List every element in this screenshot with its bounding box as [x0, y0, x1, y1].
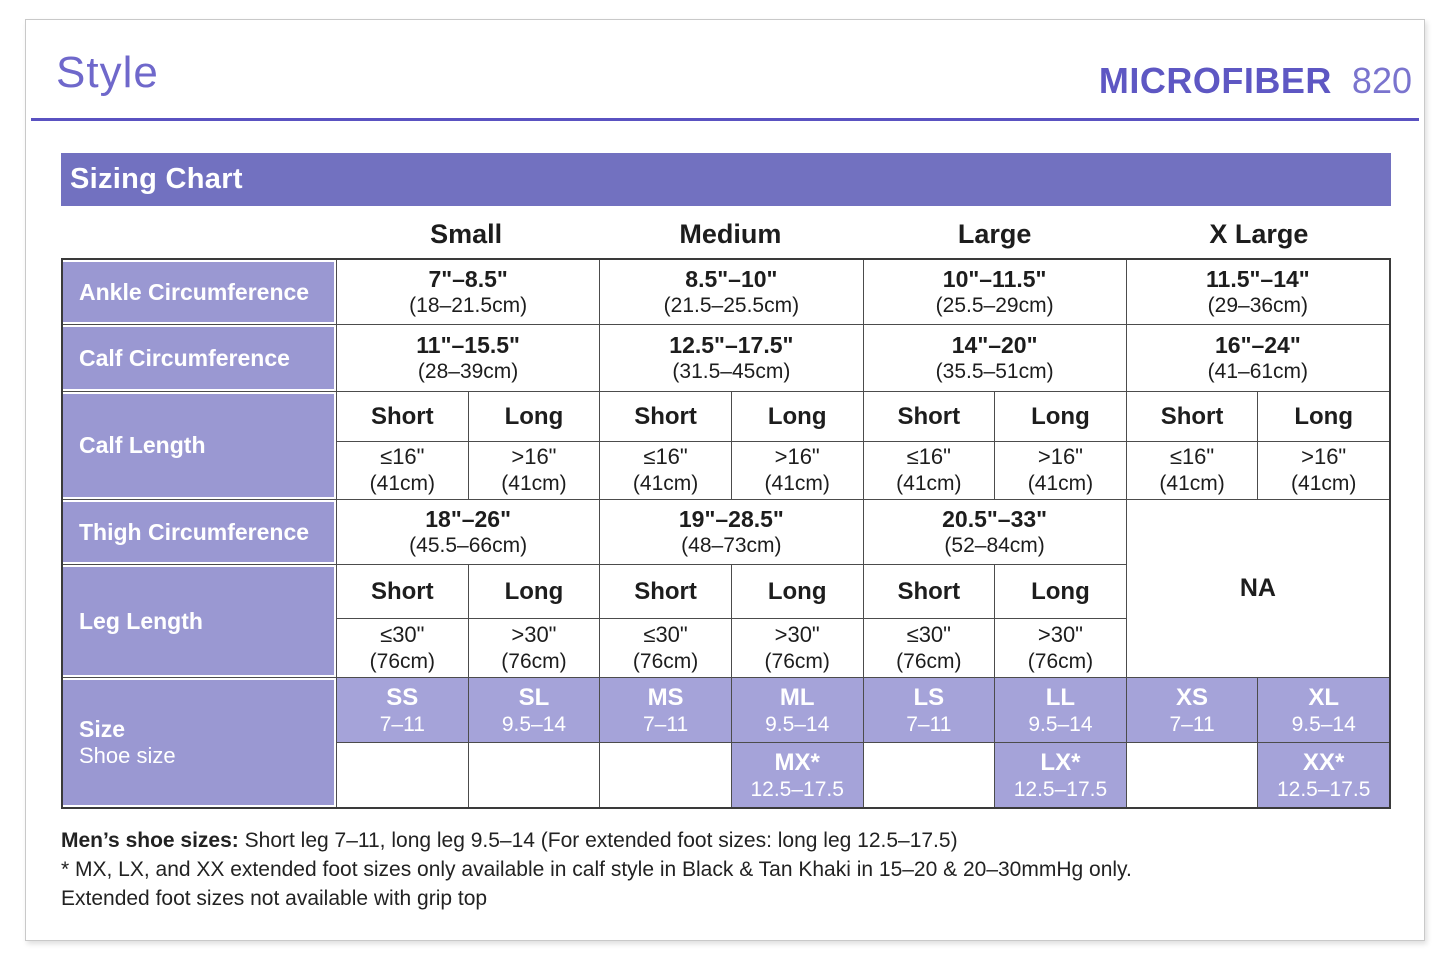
leg-length-value: ≤30" (76cm) — [336, 618, 468, 677]
calf-length-value: >16" (41cm) — [1257, 441, 1389, 499]
size-row2-empty — [467, 742, 600, 807]
leg-length-subheader: Long — [467, 564, 600, 618]
brand-header: MICROFIBER 820 — [1099, 60, 1412, 102]
brand-model-number: 820 — [1351, 60, 1412, 101]
ankle-xlarge-cell: 11.5"–14" (29–36cm) — [1125, 260, 1389, 324]
size-row2-empty — [1125, 742, 1258, 807]
leg-length-subheader: Short — [336, 564, 468, 618]
leg-length-value: ≤30" (76cm) — [599, 618, 731, 677]
size-cell-ss: SS 7–11 — [336, 677, 468, 742]
calf-circ-xlarge-cell: 16"–24" (41–61cm) — [1125, 324, 1389, 391]
column-header-large: Large — [957, 218, 1032, 249]
thigh-small-cell: 18"–26" (45.5–66cm) — [336, 499, 600, 564]
calf-circ-small-cell: 11"–15.5" (28–39cm) — [336, 324, 600, 391]
footnote-line-3: Extended foot sizes not available with g… — [61, 887, 488, 910]
size-row2-empty — [862, 742, 995, 807]
size-column-headers: Small Medium Large X Large — [61, 210, 1391, 258]
leg-length-value: >30" (76cm) — [994, 618, 1126, 677]
leg-length-value: >30" (76cm) — [467, 618, 600, 677]
calf-length-value: >16" (41cm) — [467, 441, 600, 499]
row-label-calf-length: Calf Length — [63, 391, 336, 499]
calf-length-subheader: Short — [862, 391, 995, 441]
footnote-lead: Men’s shoe sizes: — [61, 829, 239, 852]
column-header-xlarge: X Large — [1209, 218, 1309, 249]
size-cell-lx: LX* 12.5–17.5 — [994, 742, 1126, 807]
calf-length-subheader: Short — [336, 391, 468, 441]
calf-length-subheader: Short — [599, 391, 731, 441]
leg-length-value: ≤30" (76cm) — [862, 618, 995, 677]
size-row2-empty — [599, 742, 731, 807]
size-cell-xs: XS 7–11 — [1125, 677, 1258, 742]
row-label-calf-circumference: Calf Circumference — [63, 324, 336, 391]
calf-length-subheader: Short — [1125, 391, 1258, 441]
header-divider — [31, 118, 1419, 121]
calf-circ-medium-cell: 12.5"–17.5" (31.5–45cm) — [599, 324, 863, 391]
size-cell-sl: SL 9.5–14 — [467, 677, 600, 742]
leg-length-value: >30" (76cm) — [730, 618, 863, 677]
size-cell-ml: ML 9.5–14 — [730, 677, 863, 742]
calf-length-value: >16" (41cm) — [730, 441, 863, 499]
calf-circ-large-cell: 14"–20" (35.5–51cm) — [862, 324, 1126, 391]
calf-length-subheader: Long — [1257, 391, 1389, 441]
leg-length-subheader: Long — [730, 564, 863, 618]
sizing-table: Ankle Circumference 7"–8.5" (18–21.5cm) … — [61, 258, 1391, 809]
xlarge-na-cell: NA — [1125, 499, 1389, 677]
leg-length-subheader: Short — [862, 564, 995, 618]
calf-length-value: ≤16" (41cm) — [1125, 441, 1258, 499]
thigh-medium-cell: 19"–28.5" (48–73cm) — [599, 499, 863, 564]
page-title: Style — [56, 48, 159, 97]
size-cell-xx: XX* 12.5–17.5 — [1257, 742, 1389, 807]
calf-length-subheader: Long — [994, 391, 1126, 441]
row-label-size: Size Shoe size — [63, 677, 336, 807]
calf-length-value: >16" (41cm) — [994, 441, 1126, 499]
ankle-small-cell: 7"–8.5" (18–21.5cm) — [336, 260, 599, 324]
row-label-thigh: Thigh Circumference — [63, 499, 336, 564]
row-label-ankle: Ankle Circumference — [63, 260, 336, 324]
brand-name: MICROFIBER — [1098, 60, 1332, 101]
thigh-large-cell: 20.5"–33" (52–84cm) — [862, 499, 1126, 564]
sizing-chart-banner: Sizing Chart — [61, 153, 1391, 206]
row-label-ankle-bg: Ankle Circumference — [63, 262, 334, 322]
sizing-chart-title: Sizing Chart — [70, 163, 243, 195]
footnotes: Men’s shoe sizes: Short leg 7–11, long l… — [61, 826, 1132, 913]
size-cell-xl: XL 9.5–14 — [1257, 677, 1389, 742]
leg-length-subheader: Short — [599, 564, 731, 618]
calf-length-subheader: Long — [467, 391, 600, 441]
calf-length-value: ≤16" (41cm) — [599, 441, 731, 499]
calf-length-subheader: Long — [730, 391, 863, 441]
size-cell-ms: MS 7–11 — [599, 677, 731, 742]
calf-length-value: ≤16" (41cm) — [336, 441, 468, 499]
page-card: Style MICROFIBER 820 Sizing Chart Small … — [25, 19, 1425, 941]
calf-length-value: ≤16" (41cm) — [862, 441, 995, 499]
size-cell-ll: LL 9.5–14 — [994, 677, 1126, 742]
footnote-line-1: Men’s shoe sizes: Short leg 7–11, long l… — [61, 829, 958, 852]
column-header-medium: Medium — [679, 218, 782, 249]
leg-length-subheader: Long — [994, 564, 1126, 618]
footnote-line-2: * MX, LX, and XX extended foot sizes onl… — [61, 858, 1132, 881]
row-label-leg-length: Leg Length — [63, 564, 336, 677]
size-cell-mx: MX* 12.5–17.5 — [730, 742, 863, 807]
size-row2-empty — [336, 742, 468, 807]
column-header-small: Small — [430, 218, 503, 249]
size-cell-ls: LS 7–11 — [862, 677, 995, 742]
ankle-large-cell: 10"–11.5" (25.5–29cm) — [862, 260, 1126, 324]
ankle-medium-cell: 8.5"–10" (21.5–25.5cm) — [599, 260, 862, 324]
